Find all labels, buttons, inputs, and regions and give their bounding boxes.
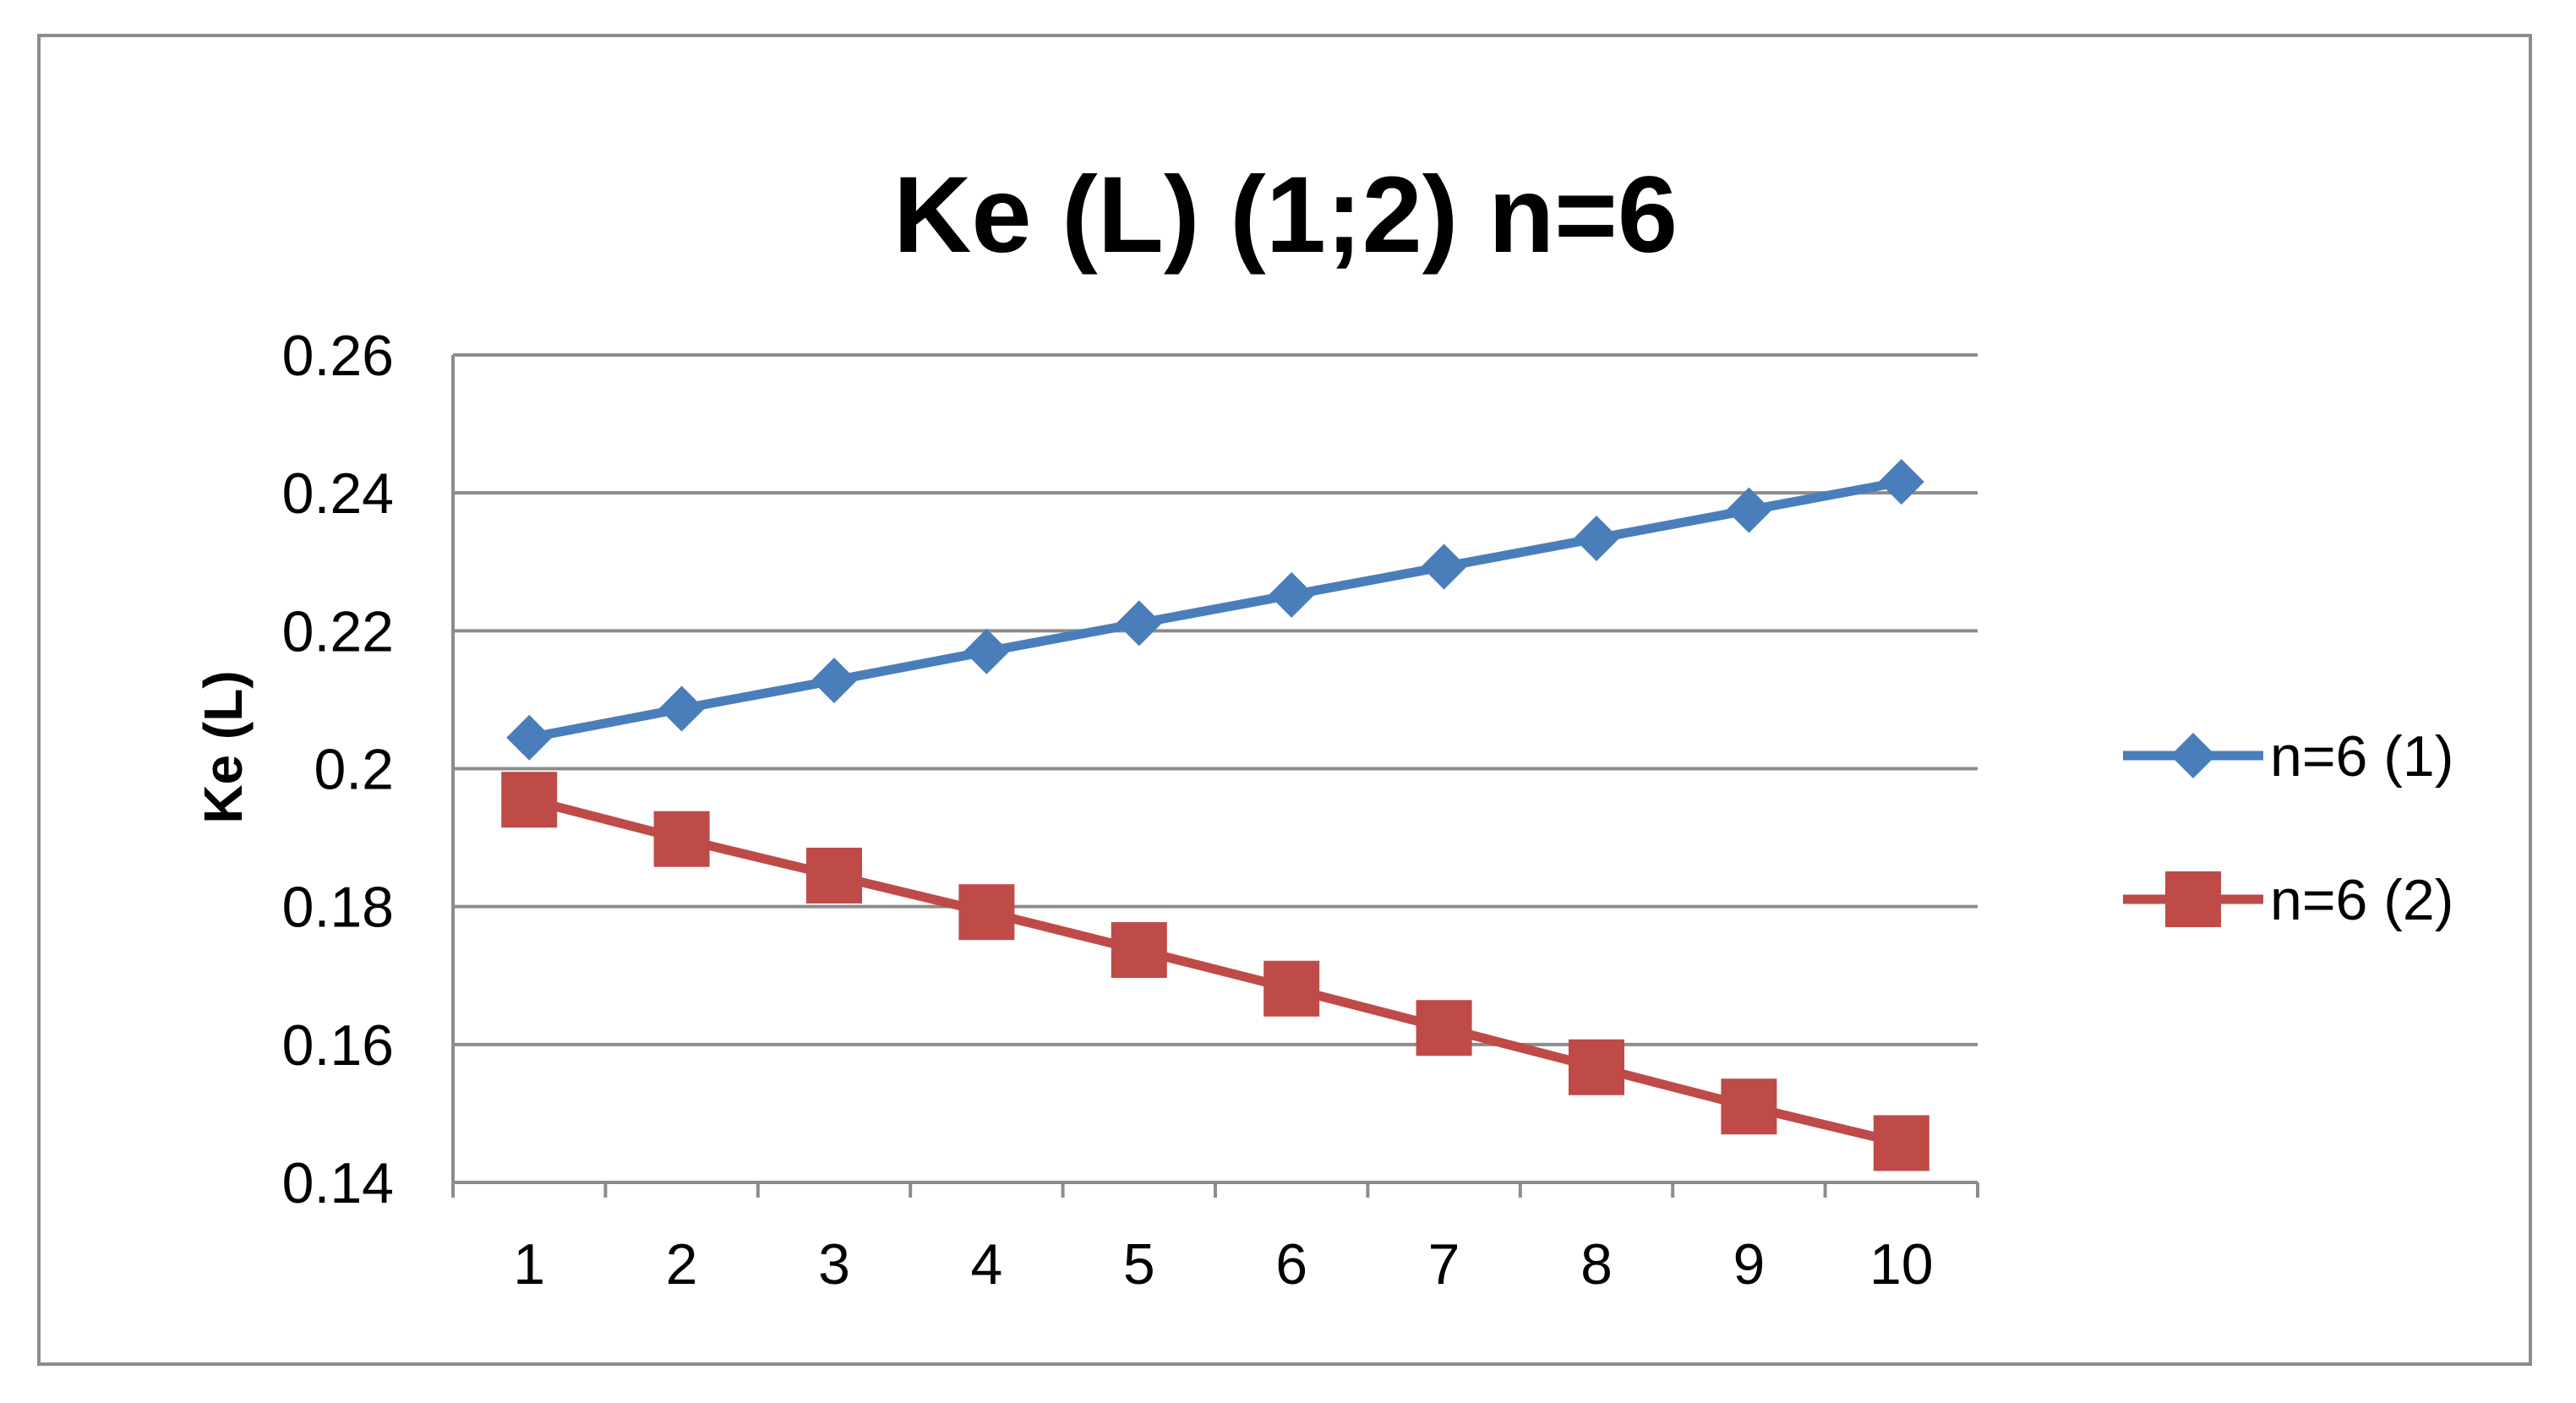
x-axis-ticks: 1 2 3 4 5 6 7 8 9 10 (513, 1232, 1933, 1297)
legend-item-1: n=6 (1) (2123, 724, 2453, 789)
legend-label: n=6 (1) (2270, 724, 2453, 789)
series-layer (501, 459, 1929, 1171)
x-tick-label: 2 (666, 1232, 698, 1297)
data-point (1263, 960, 1320, 1017)
x-tick-label: 3 (818, 1232, 850, 1297)
data-point (1111, 922, 1167, 979)
gridlines (453, 353, 1978, 1184)
x-tick-label: 7 (1428, 1232, 1460, 1297)
x-tick-label: 6 (1275, 1232, 1307, 1297)
legend-marker-diamond (2170, 733, 2216, 778)
data-point (1878, 459, 1924, 505)
x-tick-label: 5 (1123, 1232, 1155, 1297)
data-point (653, 811, 710, 867)
chart-canvas: Ke (L) (1;2) n=6 0.14 0.16 0.18 0.2 0.22 0.24… (193, 155, 2453, 1297)
series-line-2 (527, 794, 1903, 1148)
x-tick-label: 8 (1580, 1232, 1613, 1297)
data-point (1416, 1000, 1472, 1056)
legend-item-2: n=6 (2) (2123, 868, 2453, 932)
chart-frame: Ke (L) (1;2) n=6 0.14 0.16 0.18 0.2 0.22 0.24… (37, 34, 2532, 1366)
data-point (811, 658, 857, 704)
legend-label: n=6 (2) (2270, 868, 2453, 932)
x-tick-label: 1 (513, 1232, 545, 1297)
series-1 (506, 459, 1924, 761)
x-tick-label: 4 (970, 1232, 1002, 1297)
y-tick-label: 0.26 (282, 324, 394, 388)
data-point (506, 714, 553, 761)
y-tick-label: 0.14 (282, 1151, 394, 1215)
data-point (963, 628, 1010, 674)
x-tick-label: 10 (1869, 1232, 1934, 1297)
y-tick-label: 0.22 (282, 599, 394, 663)
data-point (958, 884, 1015, 941)
legend: n=6 (1) n=6 (2) (2123, 724, 2453, 932)
data-point (501, 772, 558, 828)
y-tick-label: 0.2 (314, 738, 394, 802)
data-point (658, 685, 705, 732)
y-tick-label: 0.18 (282, 876, 394, 940)
axes (451, 355, 1979, 1198)
data-point (806, 847, 862, 903)
series-2 (501, 772, 1929, 1171)
data-point (1421, 543, 1467, 590)
chart-title: Ke (L) (1;2) n=6 (893, 155, 1678, 276)
legend-marker-square (2165, 871, 2221, 927)
data-point (1569, 1039, 1624, 1095)
data-point (1721, 1078, 1777, 1135)
y-axis-label: Ke (L) (193, 670, 254, 823)
y-axis-ticks: 0.14 0.16 0.18 0.2 0.22 0.24 0.26 (282, 324, 394, 1215)
data-point (1873, 1115, 1929, 1171)
x-tick-label: 9 (1733, 1232, 1765, 1297)
y-tick-label: 0.16 (282, 1013, 394, 1078)
y-tick-label: 0.24 (282, 461, 394, 526)
data-point (1116, 600, 1162, 647)
series-line-1 (528, 477, 1902, 743)
data-point (1269, 571, 1315, 618)
data-point (1574, 516, 1619, 562)
